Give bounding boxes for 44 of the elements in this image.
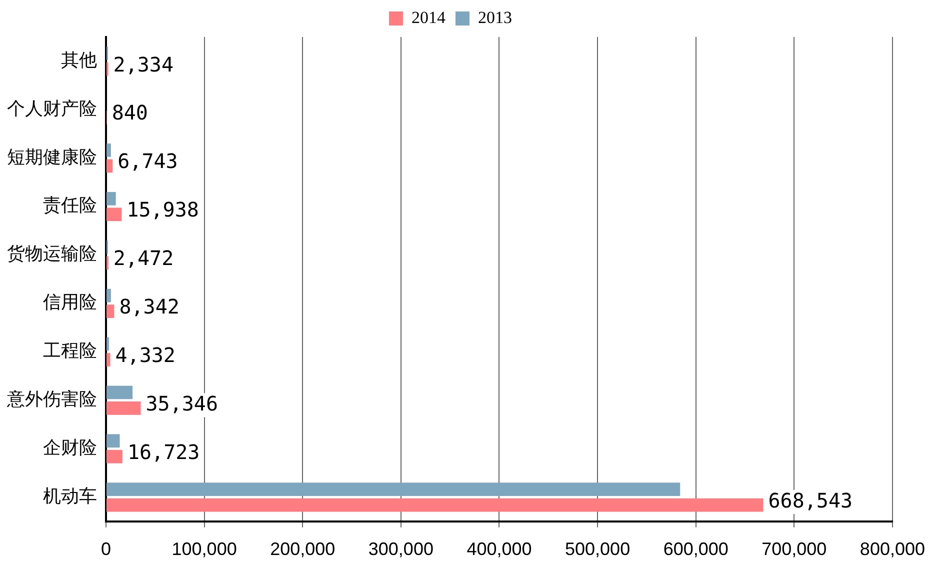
y-tick-label: 其他 bbox=[61, 50, 97, 71]
bar bbox=[106, 434, 120, 448]
data-label: 4,332 bbox=[115, 342, 176, 367]
bar bbox=[106, 353, 110, 366]
data-label: 6,743 bbox=[118, 149, 178, 174]
x-tick-label: 400,000 bbox=[466, 539, 532, 560]
legend-label: 2014 bbox=[412, 8, 446, 27]
bar bbox=[106, 386, 133, 400]
x-tick-label: 200,000 bbox=[270, 539, 336, 560]
y-tick-label: 责任险 bbox=[43, 195, 97, 216]
x-tick-label: 300,000 bbox=[368, 539, 434, 560]
y-tick-label: 短期健康险 bbox=[7, 146, 97, 168]
bar bbox=[106, 482, 680, 496]
data-label: 8,342 bbox=[119, 294, 180, 318]
data-label: 15,938 bbox=[126, 198, 199, 222]
bar bbox=[106, 450, 122, 464]
bar bbox=[106, 144, 111, 157]
y-tick-label: 企财险 bbox=[43, 437, 97, 458]
y-tick-label: 意外伤害险 bbox=[6, 388, 97, 410]
legend-label: 2013 bbox=[478, 8, 512, 27]
bar bbox=[106, 498, 764, 512]
x-tick-label: 0 bbox=[100, 539, 112, 560]
y-tick-label: 工程险 bbox=[43, 340, 97, 362]
bar bbox=[106, 159, 113, 173]
x-tick-label: 700,000 bbox=[762, 539, 827, 560]
y-tick-label: 个人财产险 bbox=[7, 98, 97, 120]
data-label: 2,472 bbox=[113, 246, 174, 270]
data-label: 2,334 bbox=[113, 52, 174, 76]
y-tick-label: 货物运输险 bbox=[7, 244, 97, 265]
x-tick-label: 800,000 bbox=[860, 539, 926, 560]
x-tick-label: 600,000 bbox=[663, 539, 728, 560]
x-tick-label: 500,000 bbox=[565, 539, 630, 560]
data-label: 668,543 bbox=[768, 488, 853, 512]
bar bbox=[106, 288, 111, 302]
y-tick-label: 机动车 bbox=[43, 486, 97, 507]
bar bbox=[106, 304, 114, 318]
data-label: 35,346 bbox=[146, 391, 218, 416]
y-tick-label: 信用险 bbox=[43, 292, 97, 314]
x-tick-label: 100,000 bbox=[172, 539, 237, 560]
data-label: 16,723 bbox=[127, 440, 200, 464]
bar bbox=[106, 401, 141, 415]
bar bbox=[106, 208, 122, 222]
bar bbox=[106, 192, 116, 206]
data-label: 840 bbox=[112, 100, 148, 125]
